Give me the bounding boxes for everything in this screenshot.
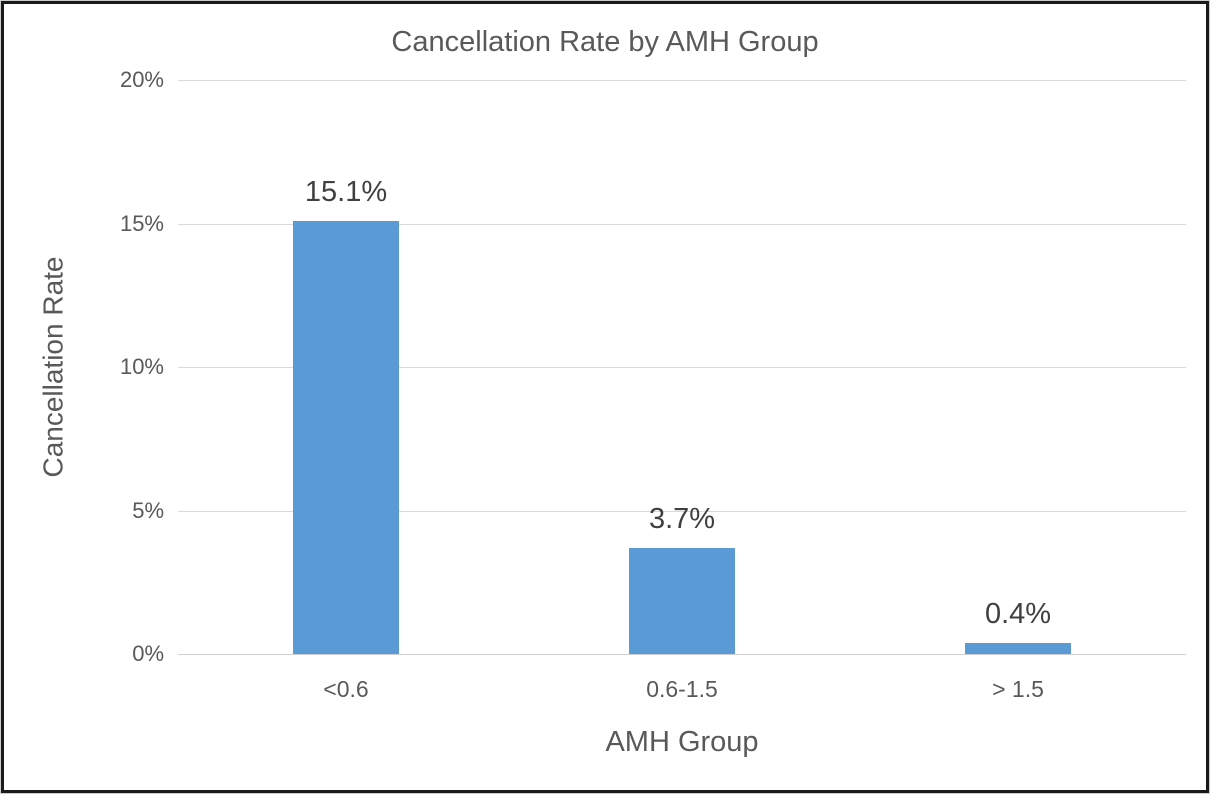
- bar: [965, 642, 1071, 654]
- x-category-label: <0.6: [323, 676, 369, 702]
- y-tick-label: 0%: [132, 641, 164, 666]
- bar: [629, 547, 735, 654]
- y-axis-title-text: Cancellation Rate: [38, 256, 69, 478]
- y-tick-label: 10%: [119, 354, 164, 379]
- x-category-label: > 1.5: [992, 676, 1044, 702]
- plot-area: 0% 5% 10% 15% 20% 15.1% <0.6 3.7% 0.6-1.5 0.4% > 1…: [120, 67, 1186, 702]
- bar-value-label: 3.7%: [648, 502, 716, 535]
- x-axis-line: [178, 654, 1186, 655]
- gridline: [178, 80, 1186, 81]
- x-axis-title: AMH Group: [605, 726, 759, 758]
- bar-value-label: 15.1%: [304, 175, 388, 208]
- gridline: [178, 367, 1186, 368]
- y-tick-label: 15%: [119, 210, 164, 236]
- bar: [293, 220, 399, 654]
- y-tick-label: 20%: [119, 67, 164, 92]
- bar-value-label: 0.4%: [984, 597, 1052, 630]
- y-axis-title: Cancellation Rate: [32, 80, 76, 654]
- y-tick-label: 5%: [132, 497, 164, 523]
- chart-title: Cancellation Rate by AMH Group: [391, 26, 819, 58]
- x-category-label: 0.6-1.5: [646, 676, 718, 702]
- gridline: [178, 510, 1186, 512]
- gridline: [178, 223, 1186, 225]
